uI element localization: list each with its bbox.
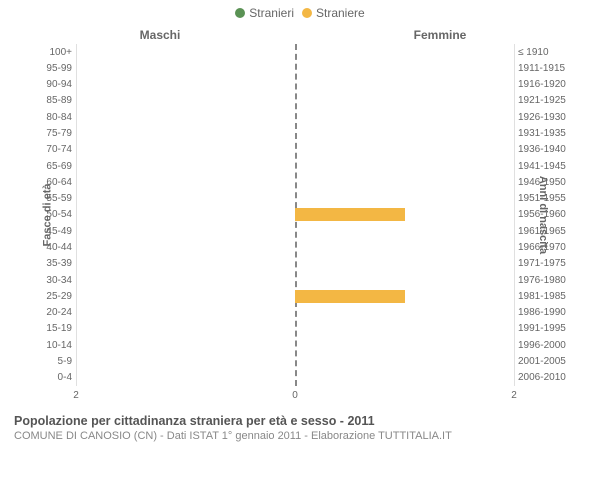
birth-year-label: 1981-1985	[518, 288, 580, 304]
age-label: 60-64	[20, 174, 72, 190]
age-label: 15-19	[20, 321, 72, 337]
age-label: 50-54	[20, 207, 72, 223]
pyramid-row	[76, 174, 514, 190]
legend: Stranieri Straniere	[0, 0, 600, 20]
birth-year-label: 1921-1925	[518, 93, 580, 109]
age-label: 40-44	[20, 239, 72, 255]
pyramid-row	[76, 353, 514, 369]
birth-year-label: 1996-2000	[518, 337, 580, 353]
legend-item: Stranieri	[235, 6, 294, 20]
birth-year-label: 1966-1970	[518, 239, 580, 255]
pyramid-row	[76, 191, 514, 207]
age-label: 75-79	[20, 125, 72, 141]
y-left-labels: 100+95-9990-9485-8980-8475-7970-7465-696…	[20, 44, 76, 386]
female-bar	[295, 290, 405, 303]
male-column-title: Maschi	[140, 28, 181, 42]
birth-year-label: 1991-1995	[518, 321, 580, 337]
plot-area	[76, 44, 514, 386]
birth-year-label: 1971-1975	[518, 256, 580, 272]
age-label: 90-94	[20, 77, 72, 93]
birth-year-label: 1911-1915	[518, 60, 580, 76]
age-label: 35-39	[20, 256, 72, 272]
legend-label: Stranieri	[249, 6, 294, 20]
x-tick-label: 2	[73, 390, 79, 401]
pyramid-row	[76, 77, 514, 93]
birth-year-label: 1931-1935	[518, 125, 580, 141]
pyramid-row	[76, 256, 514, 272]
age-label: 25-29	[20, 288, 72, 304]
birth-year-label: 1961-1965	[518, 223, 580, 239]
x-tick-label: 0	[292, 390, 298, 401]
birth-year-label: 1936-1940	[518, 142, 580, 158]
pyramid-chart: Fasce di età Anni di nascita Maschi Femm…	[20, 20, 580, 410]
pyramid-row	[76, 272, 514, 288]
age-label: 20-24	[20, 305, 72, 321]
female-column-title: Femmine	[414, 28, 467, 42]
pyramid-row	[76, 239, 514, 255]
birth-year-label: 1916-1920	[518, 77, 580, 93]
age-label: 100+	[20, 44, 72, 60]
birth-year-label: 2006-2010	[518, 370, 580, 386]
age-label: 70-74	[20, 142, 72, 158]
age-label: 45-49	[20, 223, 72, 239]
x-tick-label: 2	[511, 390, 517, 401]
pyramid-row	[76, 288, 514, 304]
legend-label: Straniere	[316, 6, 365, 20]
pyramid-row	[76, 321, 514, 337]
pyramid-row	[76, 125, 514, 141]
birth-year-label: 1976-1980	[518, 272, 580, 288]
x-axis-labels: 2 0 2	[76, 390, 514, 406]
birth-year-label: 1951-1955	[518, 191, 580, 207]
pyramid-row	[76, 44, 514, 60]
pyramid-row	[76, 305, 514, 321]
age-label: 10-14	[20, 337, 72, 353]
age-label: 80-84	[20, 109, 72, 125]
y-right-labels: ≤ 19101911-19151916-19201921-19251926-19…	[514, 44, 580, 386]
pyramid-row	[76, 158, 514, 174]
age-label: 85-89	[20, 93, 72, 109]
age-label: 0-4	[20, 370, 72, 386]
pyramid-row	[76, 207, 514, 223]
legend-swatch	[235, 8, 245, 18]
pyramid-row	[76, 60, 514, 76]
legend-item: Straniere	[302, 6, 365, 20]
birth-year-label: 1956-1960	[518, 207, 580, 223]
chart-subtitle: COMUNE DI CANOSIO (CN) - Dati ISTAT 1° g…	[14, 430, 586, 442]
birth-year-label: 1946-1950	[518, 174, 580, 190]
birth-year-label: 1941-1945	[518, 158, 580, 174]
chart-title: Popolazione per cittadinanza straniera p…	[14, 414, 586, 428]
birth-year-label: ≤ 1910	[518, 44, 580, 60]
pyramid-row	[76, 370, 514, 386]
age-label: 65-69	[20, 158, 72, 174]
legend-swatch	[302, 8, 312, 18]
birth-year-label: 1986-1990	[518, 305, 580, 321]
age-label: 95-99	[20, 60, 72, 76]
pyramid-row	[76, 223, 514, 239]
birth-year-label: 1926-1930	[518, 109, 580, 125]
pyramid-row	[76, 337, 514, 353]
pyramid-row	[76, 93, 514, 109]
age-label: 30-34	[20, 272, 72, 288]
birth-year-label: 2001-2005	[518, 353, 580, 369]
age-label: 55-59	[20, 191, 72, 207]
female-bar	[295, 208, 405, 221]
pyramid-row	[76, 142, 514, 158]
age-label: 5-9	[20, 353, 72, 369]
chart-footer: Popolazione per cittadinanza straniera p…	[0, 410, 600, 442]
pyramid-row	[76, 109, 514, 125]
